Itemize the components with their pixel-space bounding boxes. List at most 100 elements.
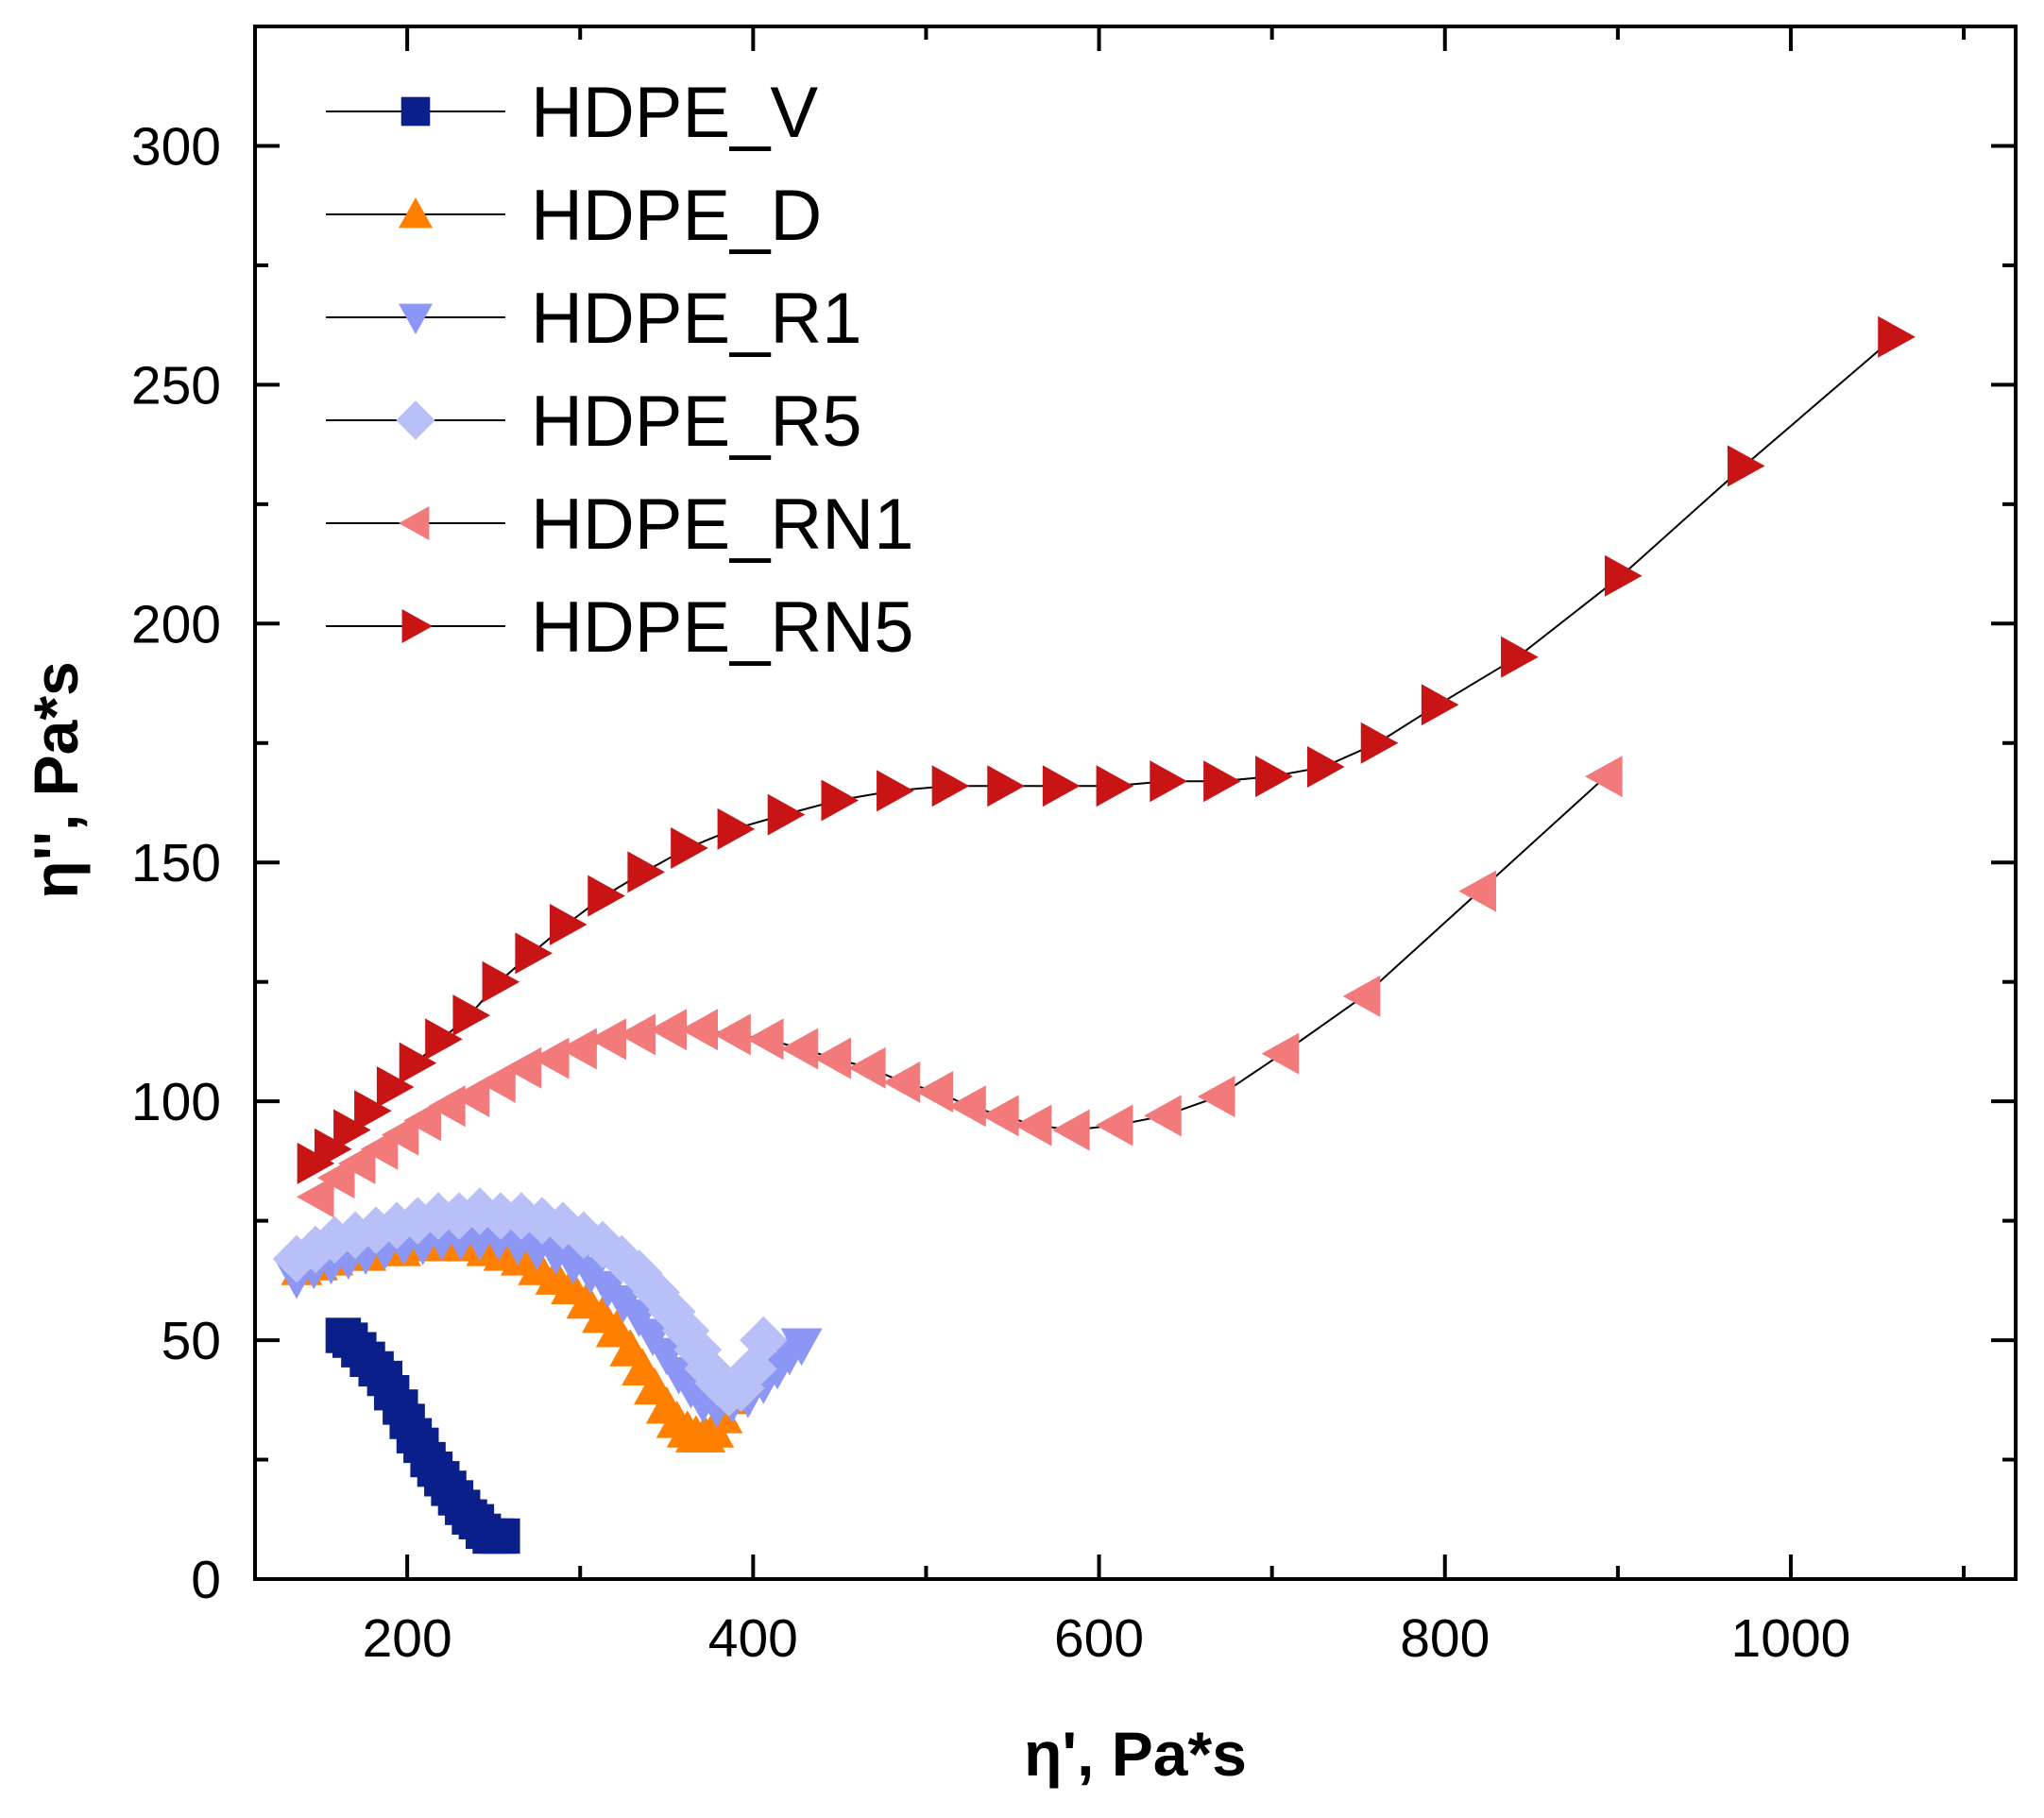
y-tick-label: 0	[191, 1550, 221, 1610]
data-point	[1501, 636, 1539, 678]
data-point	[588, 875, 625, 917]
data-point	[1042, 765, 1081, 807]
data-point	[713, 1013, 751, 1056]
data-point	[1360, 722, 1399, 764]
data-point	[1144, 1095, 1182, 1137]
data-point	[915, 1071, 954, 1113]
data-point	[314, 1128, 352, 1170]
data-point	[1458, 870, 1496, 912]
data-point	[425, 1018, 463, 1061]
legend-marker	[399, 303, 433, 334]
data-point	[559, 1028, 597, 1070]
data-point	[531, 1037, 570, 1079]
data-point	[1421, 684, 1459, 726]
legend-item: HDPE_V	[326, 73, 818, 153]
data-point	[1095, 1104, 1133, 1147]
data-point	[981, 1095, 1019, 1137]
data-point	[680, 1009, 719, 1051]
data-point	[627, 851, 665, 893]
data-point	[482, 960, 520, 1003]
data-point	[452, 994, 491, 1037]
data-point	[381, 1113, 419, 1156]
data-point	[1585, 756, 1623, 798]
data-point	[877, 770, 914, 812]
data-point	[485, 1518, 520, 1555]
legend-marker	[401, 609, 433, 643]
data-point	[740, 1316, 788, 1365]
data-point	[780, 1028, 819, 1070]
data-point	[987, 765, 1025, 807]
legend-marker	[399, 506, 430, 540]
data-point	[780, 1328, 823, 1367]
data-point	[1604, 554, 1643, 597]
data-point	[535, 1237, 577, 1276]
data-point	[333, 1109, 371, 1151]
data-point	[399, 1042, 437, 1084]
data-point	[331, 1211, 380, 1260]
data-point	[272, 1234, 321, 1283]
legend-label: HDPE_R5	[531, 382, 862, 462]
series-HDPE_RN5	[297, 315, 1916, 1184]
data-point	[296, 1176, 334, 1218]
axes: 200 400 600 800 1000 0 50 100 150 200 250 300	[131, 25, 2018, 1669]
data-point	[549, 903, 588, 945]
y-tick-label: 50	[162, 1311, 221, 1371]
y-tick-label: 300	[131, 116, 221, 177]
data-point	[503, 1046, 542, 1089]
legend-label: HDPE_RN5	[531, 587, 913, 668]
legend-label: HDPE_V	[531, 73, 818, 153]
data-point	[745, 1018, 784, 1061]
data-point	[1203, 760, 1241, 803]
data-point	[1096, 765, 1134, 807]
series-HDPE_R5	[272, 1187, 788, 1418]
series-HDPE_RN1	[296, 756, 1623, 1218]
x-tick-label: 1000	[1731, 1608, 1851, 1669]
legend-label: HDPE_RN1	[531, 484, 913, 565]
data-point	[337, 1142, 376, 1184]
data-point	[1878, 315, 1916, 358]
data-point	[1013, 1104, 1052, 1147]
series-HDPE_R1	[275, 1223, 823, 1428]
data-point	[632, 1318, 674, 1357]
x-tick-label: 600	[1054, 1608, 1144, 1669]
data-point	[1197, 1076, 1235, 1118]
legend: HDPE_V HDPE_D HDPE_R1 HDPE_R5 HDPE_RN1 HDPE_R…	[326, 73, 913, 668]
legend-marker	[399, 197, 433, 229]
x-tick-label: 800	[1400, 1608, 1490, 1669]
y-tick-label: 250	[131, 355, 221, 416]
data-point	[813, 1037, 851, 1079]
data-point	[1342, 975, 1381, 1017]
legend-item: HDPE_R5	[326, 382, 862, 462]
series-layer	[272, 315, 1916, 1555]
series-HDPE_V	[325, 1317, 520, 1555]
legend-marker	[400, 96, 431, 127]
data-point	[717, 807, 756, 850]
legend-item: HDPE_D	[326, 176, 822, 256]
data-point	[354, 1090, 392, 1132]
data-point	[1150, 760, 1187, 803]
data-point	[1727, 445, 1765, 487]
y-tick-label: 150	[131, 833, 221, 893]
x-tick-label: 200	[363, 1608, 452, 1669]
data-point	[515, 932, 553, 975]
x-tick-label: 400	[708, 1608, 798, 1669]
data-point	[882, 1061, 921, 1103]
plot-frame	[253, 25, 2018, 1581]
legend-label: HDPE_D	[531, 176, 822, 256]
x-axis-title: η', Pa*s	[1024, 1719, 1247, 1789]
data-point	[1306, 746, 1345, 789]
data-point	[618, 1013, 656, 1056]
y-axis-title: η'', Pa*s	[21, 661, 91, 899]
data-point	[848, 1046, 886, 1089]
y-tick-label: 100	[131, 1072, 221, 1132]
data-point	[588, 1018, 626, 1061]
data-point	[376, 1065, 415, 1108]
legend-item: HDPE_RN5	[326, 587, 913, 668]
y-tick-label: 200	[131, 594, 221, 654]
legend-item: HDPE_RN1	[326, 484, 913, 565]
data-point	[497, 1192, 546, 1240]
data-point	[767, 793, 806, 836]
data-point	[478, 1061, 516, 1103]
data-point	[403, 1099, 442, 1142]
